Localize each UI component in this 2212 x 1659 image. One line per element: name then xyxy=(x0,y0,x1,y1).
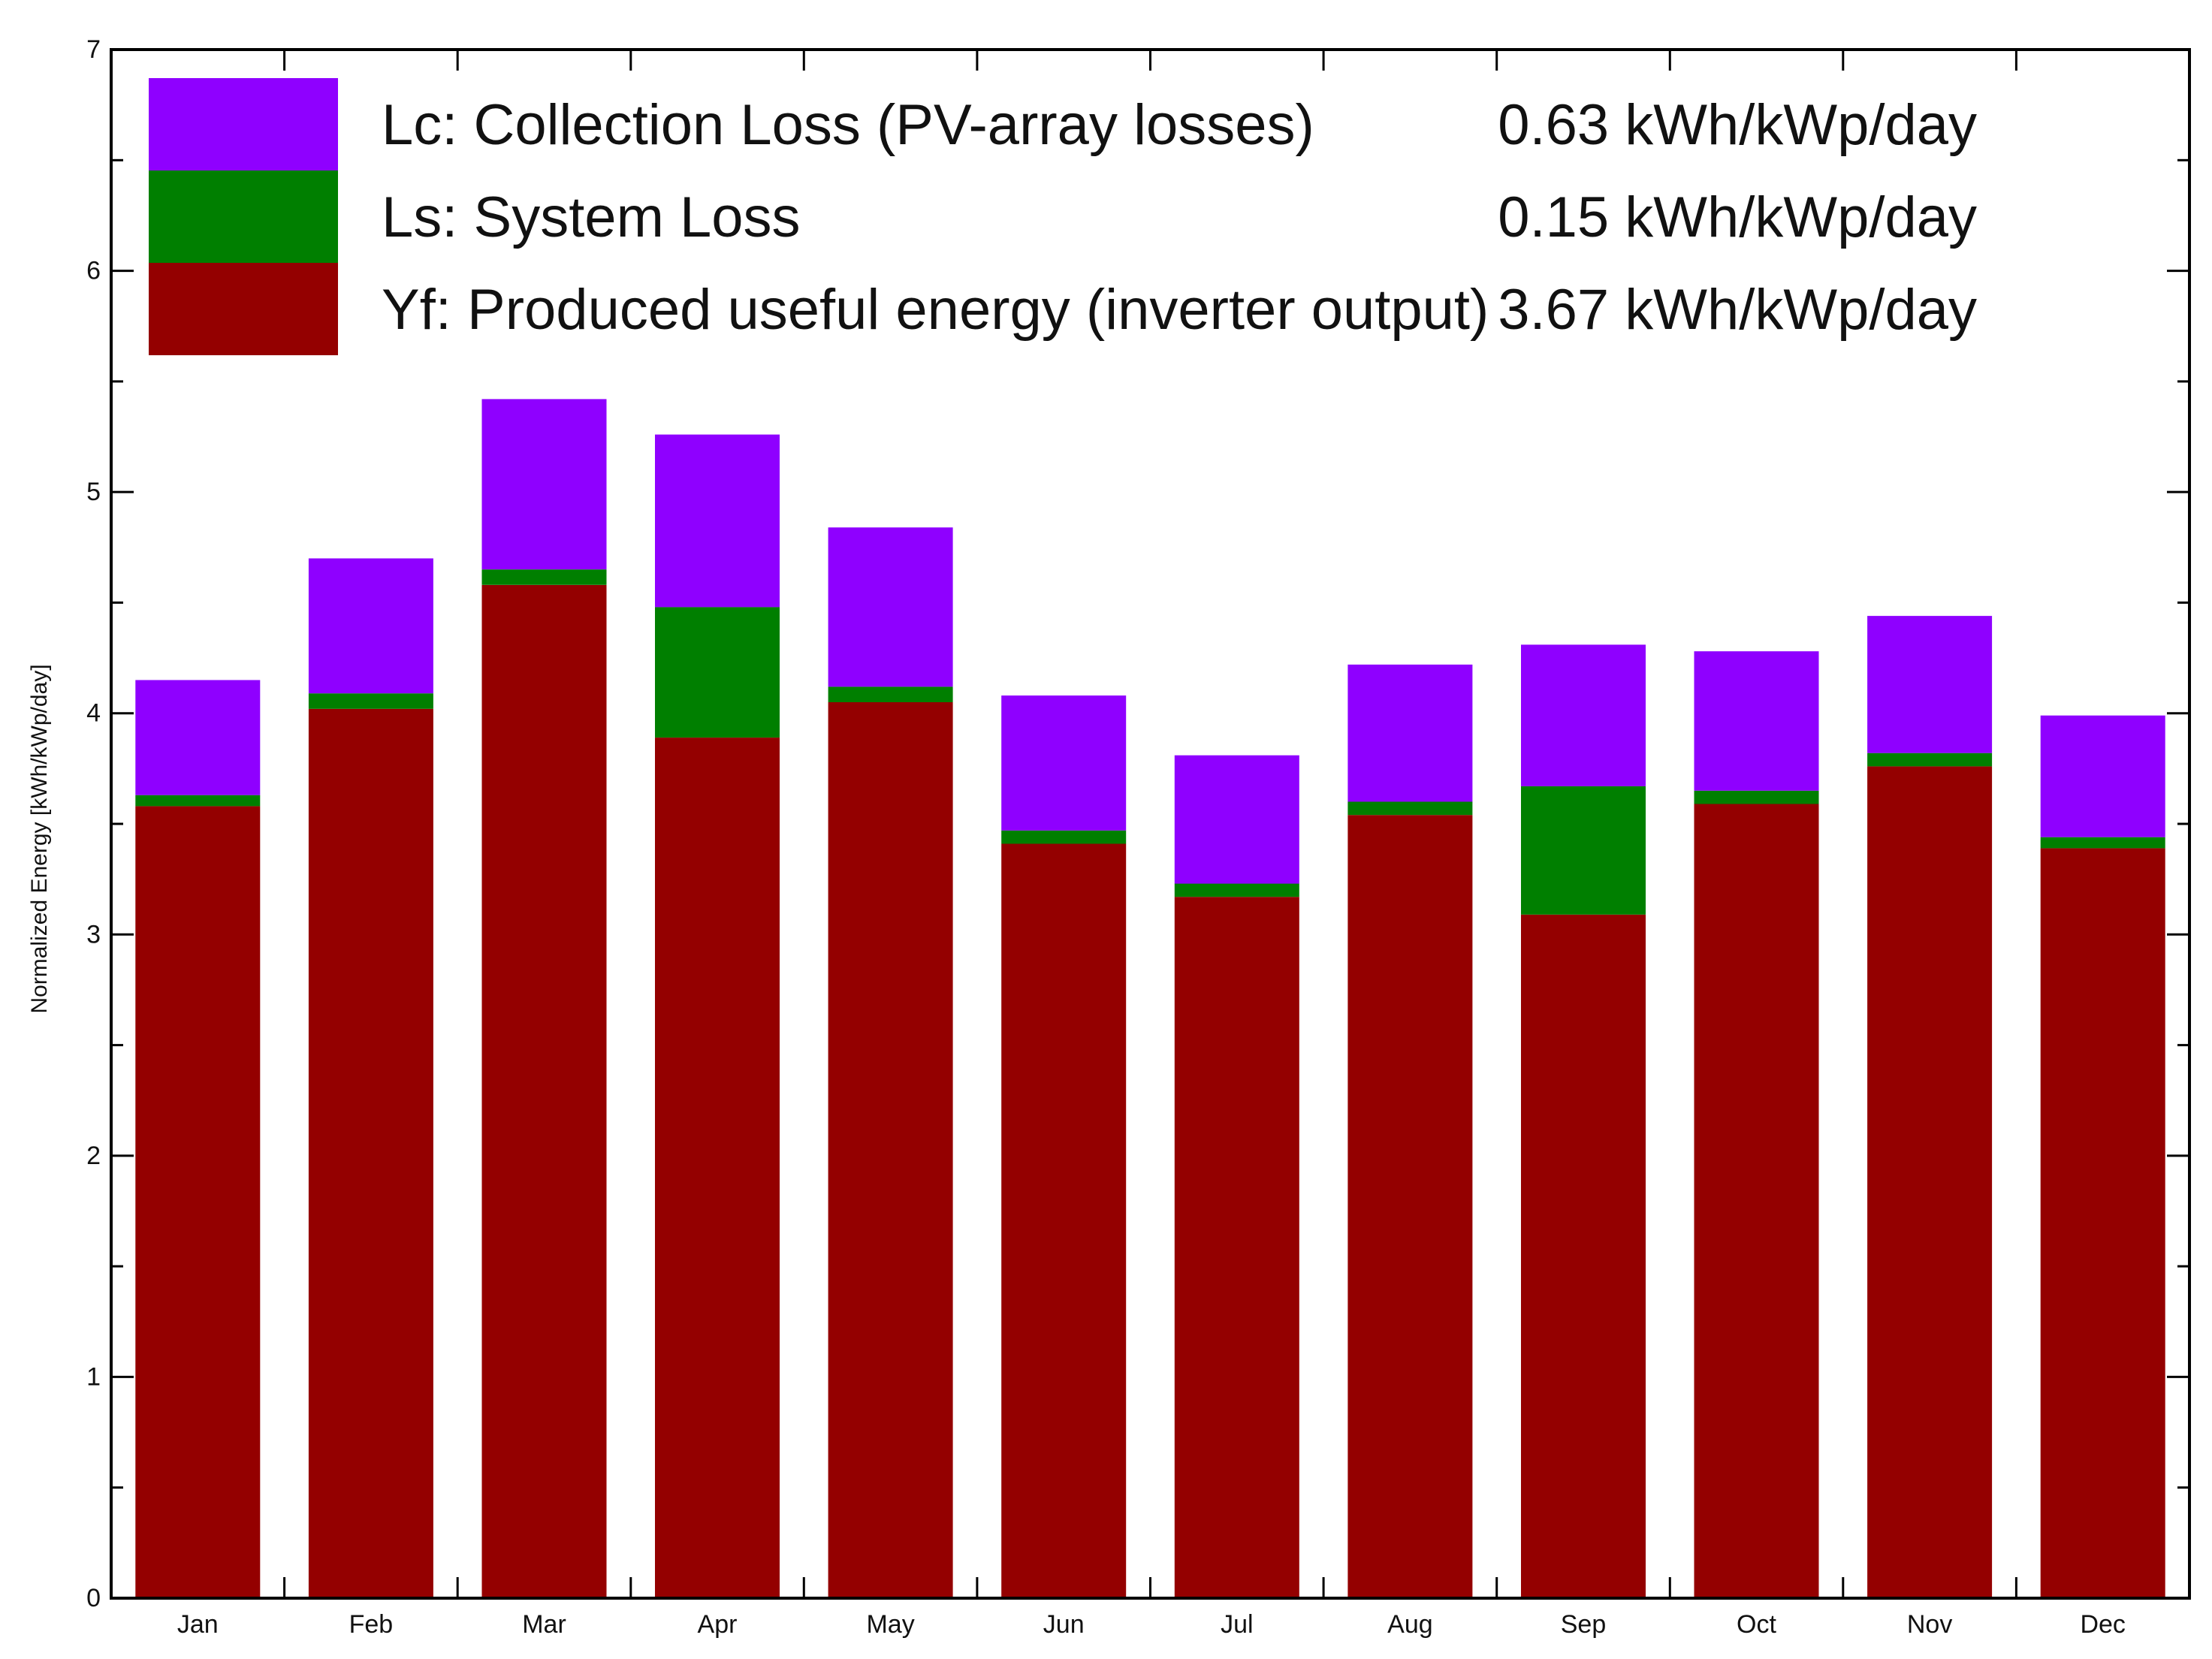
bar-yf-jan xyxy=(135,806,261,1598)
bar-yf-mar xyxy=(481,584,607,1598)
bar-yf-jun xyxy=(1001,843,1127,1598)
bar-ls-mar xyxy=(481,569,607,585)
x-tick-label-dec: Dec xyxy=(2080,1610,2125,1639)
y-tick-label: 2 xyxy=(86,1142,101,1170)
bar-ls-nov xyxy=(1867,753,1993,767)
bar-yf-nov xyxy=(1867,766,1993,1598)
bar-lc-apr xyxy=(655,434,780,608)
bar-lc-jun xyxy=(1001,695,1127,831)
bar-group-oct xyxy=(1694,651,1819,1598)
x-tick-label-may: May xyxy=(866,1610,914,1639)
x-tick-label-feb: Feb xyxy=(349,1610,394,1639)
bar-ls-aug xyxy=(1347,801,1473,816)
x-tick-label-aug: Aug xyxy=(1387,1610,1433,1639)
bar-yf-feb xyxy=(308,708,433,1598)
x-tick-label-oct: Oct xyxy=(1737,1610,1776,1639)
y-tick-label: 5 xyxy=(86,478,101,506)
bar-lc-sep xyxy=(1521,644,1646,786)
bar-ls-jul xyxy=(1174,883,1299,897)
y-tick-label: 3 xyxy=(86,920,101,949)
y-tick-label: 6 xyxy=(86,257,101,285)
ticks-layer xyxy=(111,48,2189,1600)
y-tick-label: 1 xyxy=(86,1362,101,1391)
bar-ls-feb xyxy=(308,693,433,709)
y-tick-label: 4 xyxy=(86,699,101,728)
labels-layer: 0 1 2 3 4 5 6 7 Jan Feb Mar Apr May Jun Jul Aug Sep Oct No… xyxy=(27,35,2126,1639)
bar-ls-may xyxy=(828,686,953,702)
bar-ls-jan xyxy=(135,795,261,807)
x-tick-label-jan: Jan xyxy=(177,1610,219,1639)
bar-ls-apr xyxy=(655,607,780,738)
bar-group-jun xyxy=(1001,695,1127,1598)
x-tick-label-sep: Sep xyxy=(1561,1610,1607,1639)
y-axis-title: Normalized Energy [kWh/kWp/day] xyxy=(27,664,52,1013)
bar-group-aug xyxy=(1347,664,1473,1598)
bar-lc-dec xyxy=(2040,715,2165,837)
bar-lc-feb xyxy=(308,558,433,694)
x-tick-label-jun: Jun xyxy=(1043,1610,1085,1639)
legend: Lc: Collection Loss (PV-array losses) 0.6… xyxy=(143,72,1990,363)
bar-ls-dec xyxy=(2040,837,2165,849)
bar-yf-may xyxy=(828,702,953,1598)
x-tick-label-jul: Jul xyxy=(1221,1610,1253,1639)
legend-label: Yf: Produced useful energy (inverter out… xyxy=(382,278,1489,342)
legend-swatch xyxy=(149,170,338,263)
bar-lc-oct xyxy=(1694,651,1819,791)
bars-layer xyxy=(135,399,2165,1598)
legend-swatch xyxy=(149,78,338,170)
legend-label: Lc: Collection Loss (PV-array losses) xyxy=(382,93,1314,157)
legend-background xyxy=(143,72,1990,363)
bar-group-may xyxy=(828,527,953,1598)
bar-group-mar xyxy=(481,399,607,1598)
legend-value: 0.63 kWh/kWp/day xyxy=(1498,93,1977,157)
bar-yf-sep xyxy=(1521,914,1646,1598)
bar-lc-aug xyxy=(1347,664,1473,802)
bar-yf-jul xyxy=(1174,897,1299,1598)
legend-value: 0.15 kWh/kWp/day xyxy=(1498,186,1977,249)
bar-ls-jun xyxy=(1001,830,1127,844)
bar-yf-oct xyxy=(1694,804,1819,1598)
legend-item-0: Lc: Collection Loss (PV-array losses) 0.6… xyxy=(149,78,1977,170)
bar-group-apr xyxy=(655,434,780,1598)
bar-group-jul xyxy=(1174,755,1299,1598)
bar-lc-jan xyxy=(135,680,261,795)
y-tick-label: 7 xyxy=(86,35,101,64)
legend-item-2: Yf: Produced useful energy (inverter out… xyxy=(149,263,1977,355)
legend-item-1: Ls: System Loss 0.15 kWh/kWp/day xyxy=(149,170,1977,263)
bar-yf-apr xyxy=(655,738,780,1598)
legend-value: 3.67 kWh/kWp/day xyxy=(1498,278,1977,342)
bar-group-nov xyxy=(1867,616,1993,1598)
bar-yf-aug xyxy=(1347,815,1473,1598)
bar-lc-jul xyxy=(1174,755,1299,884)
bar-ls-sep xyxy=(1521,786,1646,915)
bar-ls-oct xyxy=(1694,790,1819,804)
bar-lc-nov xyxy=(1867,616,1993,753)
bar-group-jan xyxy=(135,680,261,1598)
x-tick-label-apr: Apr xyxy=(698,1610,738,1639)
legend-label: Ls: System Loss xyxy=(382,186,801,249)
bar-group-dec xyxy=(2040,715,2165,1598)
bar-lc-may xyxy=(828,527,953,687)
bar-group-feb xyxy=(308,558,433,1598)
y-tick-label: 0 xyxy=(86,1584,101,1612)
legend-swatch xyxy=(149,263,338,355)
x-tick-label-nov: Nov xyxy=(1907,1610,1952,1639)
x-tick-label-mar: Mar xyxy=(522,1610,566,1639)
bar-yf-dec xyxy=(2040,848,2165,1598)
bar-group-sep xyxy=(1521,644,1646,1598)
bar-lc-mar xyxy=(481,399,607,570)
